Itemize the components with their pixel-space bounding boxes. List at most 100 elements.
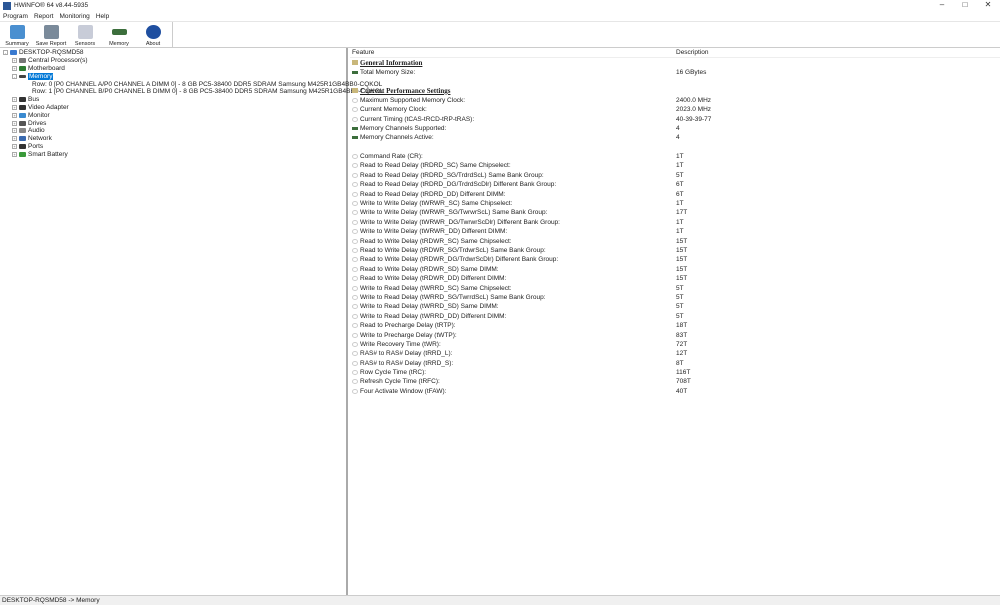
device-tree[interactable]: - DESKTOP-RQSMD58 + Central Processor(s) +… (0, 48, 383, 595)
detail-row[interactable]: Total Memory Size: 16 GBytes (350, 67, 1000, 76)
motherboard-icon (19, 65, 26, 71)
feature-label: Read to Precharge Delay (tRTP): (360, 322, 456, 330)
detail-row[interactable]: Refresh Cycle Time (tRFC): 708T (350, 377, 1000, 386)
clock-icon (352, 97, 358, 103)
tree-item[interactable]: Row: 1 [P0 CHANNEL B/P0 CHANNEL B DIMM 0… (0, 88, 383, 96)
detail-row[interactable]: Read to Read Delay (tRDRD_SC) Same Chips… (350, 161, 1000, 170)
maximize-button[interactable]: □ (962, 0, 968, 9)
tree-item[interactable]: + Monitor (0, 111, 346, 119)
tree-item[interactable]: + Central Processor(s) (0, 57, 346, 65)
clock-icon (352, 285, 358, 291)
detail-row[interactable]: Read to Write Delay (tRDWR_SD) Same DIMM… (350, 265, 1000, 274)
detail-row[interactable]: Write to Read Delay (tWRRD_SD) Same DIMM… (350, 302, 1000, 311)
collapse-icon[interactable]: - (3, 50, 8, 56)
detail-row[interactable]: Row Cycle Time (tRC): 116T (350, 368, 1000, 377)
feature-label: Write to Read Delay (tWRRD_SC) Same Chip… (360, 284, 512, 292)
tree-item[interactable]: + Audio (0, 127, 346, 135)
expand-icon[interactable]: + (12, 58, 17, 64)
feature-cell: Current Timing (tCAS-tRCD-tRP-tRAS): (350, 116, 675, 123)
clock-icon (352, 229, 358, 235)
detail-row[interactable]: Read to Write Delay (tRDWR_DD) Different… (350, 274, 1000, 283)
feature-cell: Write to Read Delay (tWRRD_DD) Different… (350, 313, 675, 320)
feature-label: Four Activate Window (tFAW): (360, 387, 447, 395)
expand-icon[interactable]: + (12, 120, 17, 126)
detail-row[interactable]: Read to Write Delay (tRDWR_DG/TrdwrScDlr… (350, 255, 1000, 264)
detail-row[interactable] (350, 77, 1000, 86)
detail-row[interactable]: Read to Write Delay (tRDWR_SG/TrdwrScL) … (350, 246, 1000, 255)
menu-monitoring[interactable]: Monitoring (59, 12, 90, 20)
collapse-icon[interactable]: - (12, 73, 17, 79)
tree-item-label: Drives (28, 119, 47, 127)
detail-row[interactable]: Memory Channels Supported: 4 (350, 124, 1000, 133)
tree-item[interactable]: + Smart Battery (0, 150, 346, 158)
expand-icon[interactable]: + (12, 104, 17, 110)
detail-row[interactable]: Read to Precharge Delay (tRTP): 18T (350, 321, 1000, 330)
detail-row[interactable]: Read to Read Delay (tRDRD_DD) Different … (350, 189, 1000, 198)
detail-row[interactable]: Write to Read Delay (tWRRD_DD) Different… (350, 312, 1000, 321)
detail-row[interactable]: Read to Read Delay (tRDRD_DG/TrdrdScDlr)… (350, 180, 1000, 189)
save-report-button[interactable]: Save Report (34, 22, 68, 48)
memory-button[interactable]: Memory (102, 22, 136, 48)
memory-icon (352, 126, 358, 130)
detail-row[interactable]: Read to Read Delay (tRDRD_SG/TrdrdScL) S… (350, 171, 1000, 180)
detail-row[interactable]: Write to Write Delay (tWRWR_DG/TwrwrScDl… (350, 218, 1000, 227)
tree-item[interactable]: + Motherboard (0, 65, 346, 73)
tree-root[interactable]: - DESKTOP-RQSMD58 (0, 49, 346, 57)
tree-item[interactable]: - Memory (0, 72, 346, 80)
tree-item-label: Memory (28, 72, 54, 80)
detail-row[interactable]: Four Activate Window (tFAW): 40T (350, 387, 1000, 396)
close-button[interactable]: ✕ (984, 0, 992, 9)
expand-icon[interactable]: + (12, 151, 17, 157)
column-description[interactable]: Description (676, 49, 709, 56)
expand-icon[interactable]: + (12, 136, 17, 142)
detail-row[interactable]: Write to Read Delay (tWRRD_SG/TwrrdScL) … (350, 293, 1000, 302)
clock-icon (352, 238, 358, 244)
detail-row[interactable]: Command Rate (CR): 1T (350, 152, 1000, 161)
expand-icon[interactable]: + (12, 128, 17, 134)
detail-row[interactable]: RAS# to RAS# Delay (tRRD_L): 12T (350, 349, 1000, 358)
section-icon (352, 60, 358, 66)
detail-row[interactable]: Write to Precharge Delay (tWTP): 83T (350, 330, 1000, 339)
detail-row[interactable]: RAS# to RAS# Delay (tRRD_S): 8T (350, 359, 1000, 368)
menu-program[interactable]: Program (3, 12, 28, 20)
detail-row[interactable]: Current Performance Settings (350, 86, 1000, 95)
detail-row[interactable]: Current Memory Clock: 2023.0 MHz (350, 105, 1000, 114)
tree-item-label: Network (28, 135, 52, 143)
tree-item-label: Bus (28, 96, 40, 104)
expand-icon[interactable]: + (12, 143, 17, 149)
tree-item[interactable]: + Network (0, 135, 346, 143)
menu-report[interactable]: Report (33, 12, 54, 20)
description-value: 4 (676, 124, 680, 132)
summary-button[interactable]: Summary (0, 22, 34, 48)
tree-item-label: Central Processor(s) (28, 57, 88, 65)
description-value: 15T (676, 265, 688, 273)
port-icon (19, 143, 26, 149)
column-feature[interactable]: Feature (352, 49, 375, 56)
clock-icon (352, 154, 358, 160)
feature-label: Maximum Supported Memory Clock: (360, 96, 466, 104)
menu-help[interactable]: Help (95, 12, 110, 20)
detail-row[interactable]: Write to Write Delay (tWRWR_SC) Same Chi… (350, 199, 1000, 208)
expand-icon[interactable]: + (12, 65, 17, 71)
tree-item[interactable]: + Video Adapter (0, 104, 346, 112)
detail-row[interactable]: Current Timing (tCAS-tRCD-tRP-tRAS): 40-3… (350, 114, 1000, 123)
detail-row[interactable]: Write to Write Delay (tWRWR_DD) Differen… (350, 227, 1000, 236)
tree-item[interactable]: + Drives (0, 119, 346, 127)
tree-item[interactable]: Row: 0 [P0 CHANNEL A/P0 CHANNEL A DIMM 0… (0, 80, 382, 88)
detail-row[interactable]: Maximum Supported Memory Clock: 2400.0 MH… (350, 96, 1000, 105)
about-button[interactable]: About (136, 22, 170, 48)
expand-icon[interactable]: + (12, 112, 17, 118)
detail-row[interactable]: Write Recovery Time (tWR): 72T (350, 340, 1000, 349)
tree-item[interactable]: + Ports (0, 143, 346, 151)
detail-row[interactable]: Write to Read Delay (tWRRD_SC) Same Chip… (350, 283, 1000, 292)
expand-icon[interactable]: + (12, 97, 17, 103)
detail-row[interactable]: Memory Channels Active: 4 (350, 133, 1000, 142)
detail-row[interactable]: Write to Write Delay (tWRWR_SG/TwrwrScL)… (350, 208, 1000, 217)
sensors-button[interactable]: Sensors (68, 22, 102, 48)
memory-icon (352, 70, 358, 74)
tree-item[interactable]: + Bus (0, 96, 346, 104)
detail-row[interactable] (350, 143, 1000, 152)
detail-row[interactable]: General Information (350, 58, 1000, 67)
minimize-button[interactable]: – (939, 0, 945, 9)
detail-row[interactable]: Read to Write Delay (tRDWR_SC) Same Chip… (350, 236, 1000, 245)
